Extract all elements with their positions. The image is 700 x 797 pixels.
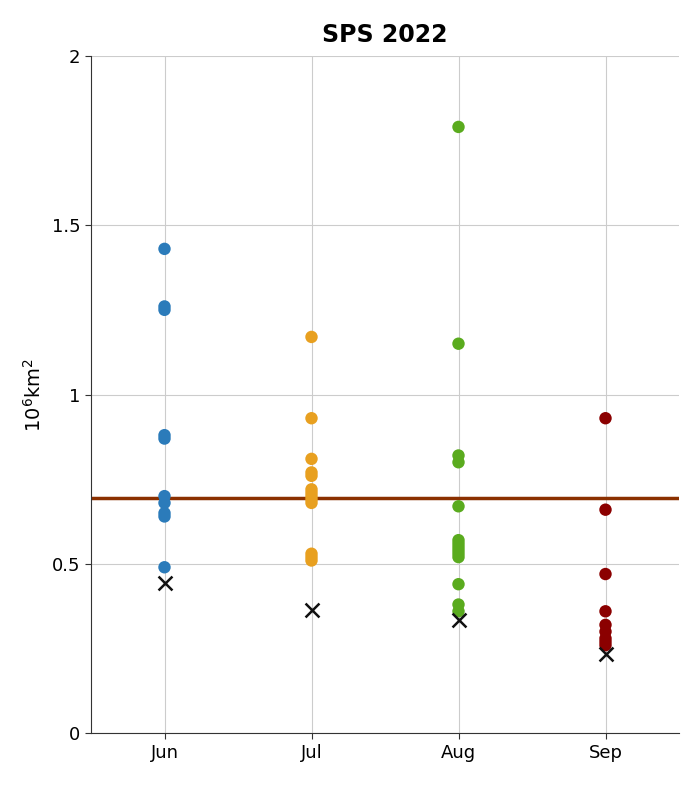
Point: [453, 598, 464, 611]
Point: [306, 603, 317, 616]
Point: [306, 489, 317, 503]
Point: [159, 576, 170, 589]
Point: [453, 537, 464, 550]
Point: [306, 497, 317, 509]
Point: [306, 469, 317, 482]
Point: [159, 429, 170, 442]
Point: [306, 551, 317, 563]
Title: SPS 2022: SPS 2022: [322, 23, 448, 47]
Point: [306, 483, 317, 496]
Point: [453, 544, 464, 557]
Point: [453, 540, 464, 553]
Point: [306, 453, 317, 465]
Point: [159, 561, 170, 574]
Point: [600, 605, 611, 618]
Point: [453, 456, 464, 469]
Point: [159, 510, 170, 523]
Point: [159, 489, 170, 503]
Point: [159, 507, 170, 520]
Point: [453, 578, 464, 591]
Point: [453, 605, 464, 618]
Point: [159, 304, 170, 316]
Point: [600, 504, 611, 516]
Point: [453, 450, 464, 462]
Point: [159, 300, 170, 312]
Point: [600, 567, 611, 580]
Point: [306, 331, 317, 344]
Point: [453, 614, 464, 626]
Point: [453, 548, 464, 560]
Point: [453, 551, 464, 563]
Point: [453, 534, 464, 547]
Point: [306, 412, 317, 425]
Point: [453, 337, 464, 350]
Point: [159, 432, 170, 445]
Point: [453, 500, 464, 512]
Point: [600, 635, 611, 648]
Y-axis label: $10^6$km$^2$: $10^6$km$^2$: [23, 358, 45, 431]
Point: [600, 647, 611, 660]
Point: [306, 486, 317, 499]
Point: [306, 493, 317, 506]
Point: [306, 466, 317, 479]
Point: [600, 632, 611, 645]
Point: [600, 618, 611, 631]
Point: [600, 626, 611, 638]
Point: [453, 120, 464, 133]
Point: [306, 554, 317, 567]
Point: [159, 497, 170, 509]
Point: [306, 548, 317, 560]
Point: [159, 242, 170, 255]
Point: [600, 639, 611, 652]
Point: [600, 412, 611, 425]
